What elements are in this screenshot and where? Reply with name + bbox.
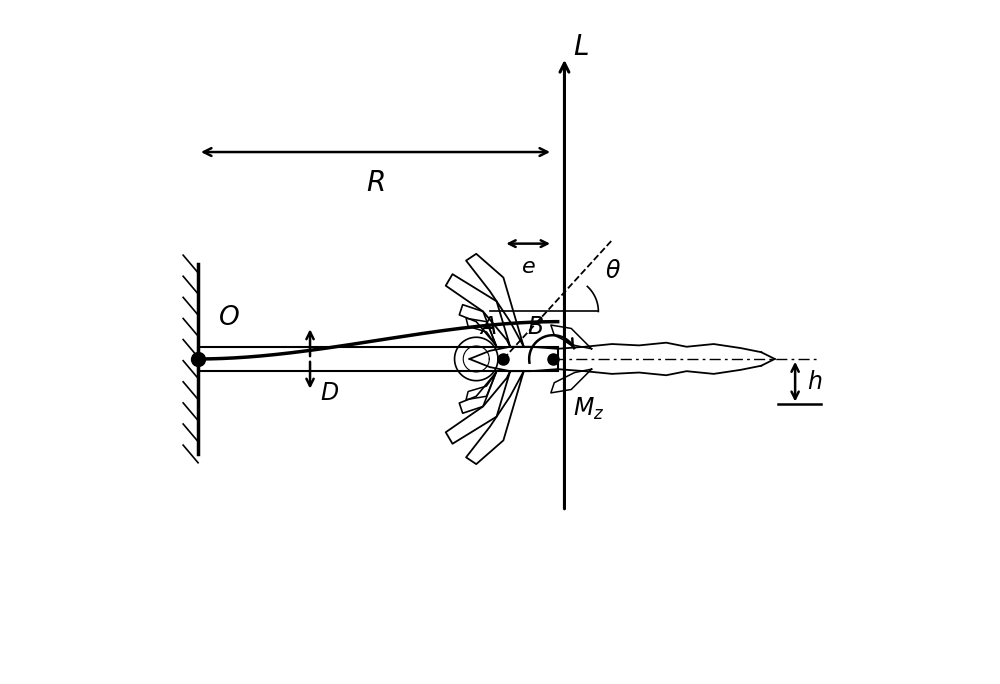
Text: $R$: $R$ (366, 169, 385, 197)
Text: $B$: $B$ (527, 315, 544, 339)
Text: $D$: $D$ (320, 381, 339, 405)
Text: $A$: $A$ (479, 315, 497, 339)
Polygon shape (198, 347, 558, 371)
Text: $M_z$: $M_z$ (573, 396, 604, 423)
Text: $e$: $e$ (521, 257, 536, 277)
Text: $O$: $O$ (218, 305, 240, 331)
Text: $h$: $h$ (807, 369, 823, 394)
Text: $\theta$: $\theta$ (605, 259, 621, 282)
Text: $L$: $L$ (573, 33, 588, 61)
